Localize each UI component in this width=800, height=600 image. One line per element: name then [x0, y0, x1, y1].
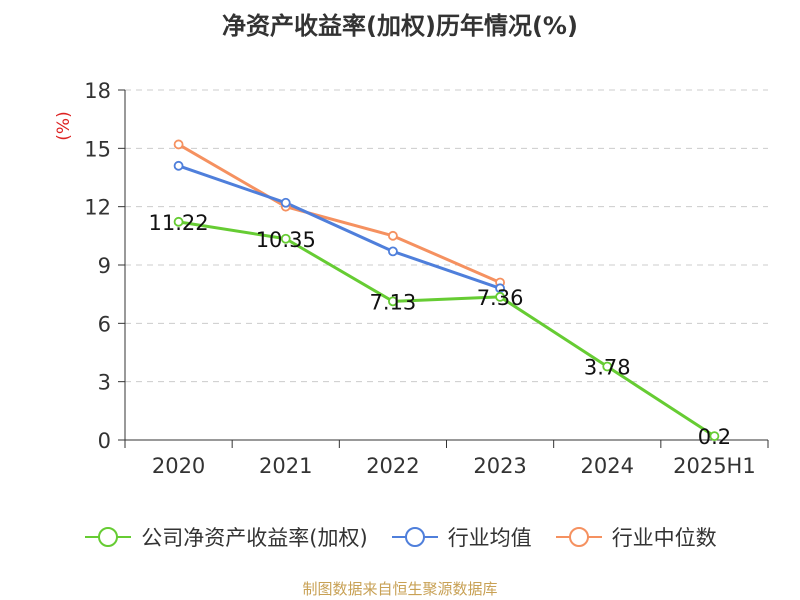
legend-item[interactable]: 行业均值: [390, 522, 532, 552]
data-labels: 11.22 10.35 7.13 7.36 3.78 0.2: [149, 211, 732, 449]
legend-item[interactable]: 公司净资产收益率(加权): [83, 522, 368, 552]
x-tick-label: 2020: [152, 454, 205, 478]
data-label: 7.13: [370, 290, 417, 314]
legend-item[interactable]: 行业中位数: [554, 522, 717, 552]
data-label: 11.22: [149, 211, 209, 235]
x-tick-label: 2024: [581, 454, 634, 478]
source-note: 制图数据来自恒生聚源数据库: [302, 580, 498, 598]
x-tick-label: 2025H1: [673, 454, 756, 478]
y-tick-label: 0: [98, 429, 111, 453]
data-label: 0.2: [698, 425, 731, 449]
data-label: 3.78: [584, 356, 631, 380]
y-axis-title: (%): [54, 111, 74, 140]
legend-marker-icon: [555, 527, 602, 547]
y-tick-label: 12: [84, 196, 111, 220]
series-line: [177, 142, 502, 284]
legend-marker-icon: [85, 527, 132, 547]
chart-title: 净资产收益率(加权)历年情况(%): [222, 12, 578, 40]
legend-label: 行业中位数: [611, 526, 717, 550]
data-point: [495, 291, 505, 302]
data-point: [388, 230, 398, 241]
series-lines: [177, 142, 716, 438]
y-tick-label: 9: [98, 254, 111, 278]
data-point: [173, 216, 184, 227]
legend-marker-icon: [391, 527, 438, 547]
data-label: 7.36: [477, 286, 524, 310]
series-line: [177, 164, 502, 290]
legend-label: 公司净资产收益率(加权): [141, 526, 368, 550]
legend-label: 行业均值: [447, 526, 532, 550]
grid-lines: [125, 89, 768, 383]
x-tick-label: 2022: [366, 454, 419, 478]
series-points: [173, 139, 720, 442]
axes: 0 3 6 9 12 15 18 (%) 2020 2021 2022 2023 2024 2025H1: [54, 79, 769, 478]
y-tick-label: 3: [98, 371, 111, 395]
y-tick-label: 18: [84, 79, 111, 103]
data-label: 10.35: [256, 228, 316, 252]
y-tick-label: 6: [98, 312, 111, 336]
data-point: [602, 361, 613, 372]
data-point: [280, 197, 291, 208]
data-point: [709, 431, 720, 442]
series-line: [177, 220, 716, 438]
data-point: [280, 233, 291, 244]
data-point: [388, 246, 398, 257]
x-tick-label: 2023: [473, 454, 526, 478]
y-tick-label: 15: [84, 137, 111, 161]
data-point: [173, 160, 184, 171]
x-tick-label: 2021: [259, 454, 312, 478]
legend: 公司净资产收益率(加权) 行业均值 行业中位数: [0, 522, 800, 552]
data-point: [173, 139, 184, 150]
data-point: [388, 296, 398, 307]
